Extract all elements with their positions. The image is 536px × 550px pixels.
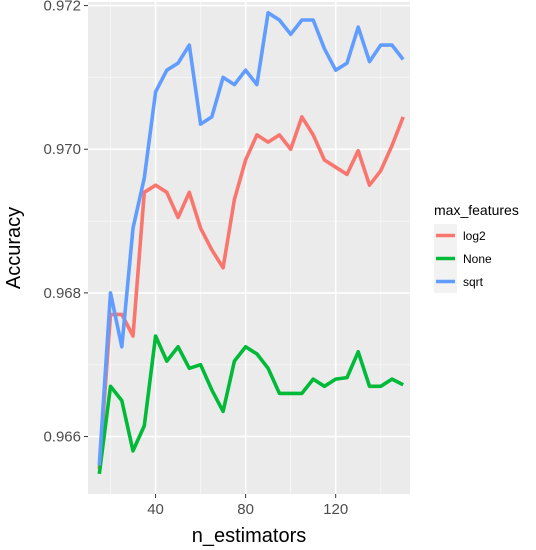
series-line-log2 [97,115,405,470]
series-line-sqrt [97,11,405,466]
legend-label-log2: log2 [463,229,486,243]
series-lines [97,11,405,475]
x-tick-label: 40 [147,501,164,518]
x-axis: 40 80 120 [147,494,348,518]
y-tick-label: 0.968 [43,285,81,302]
y-axis-title: Accuracy [3,207,25,289]
series-line-none [97,334,405,475]
y-axis: 0.966 0.968 0.970 0.972 [43,0,88,446]
x-tick-label: 80 [237,501,254,518]
grid-minor [88,2,410,494]
x-tick-label: 120 [323,501,348,518]
legend-label-sqrt: sqrt [463,275,484,289]
y-tick-label: 0.970 [43,141,81,158]
legend-title: max_features [434,202,519,218]
y-tick-label: 0.972 [43,0,81,15]
legend: max_features log2 None sqrt [434,202,519,293]
y-tick-label: 0.966 [43,429,81,446]
legend-label-none: None [463,252,492,266]
x-axis-title: n_estimators [192,525,307,547]
